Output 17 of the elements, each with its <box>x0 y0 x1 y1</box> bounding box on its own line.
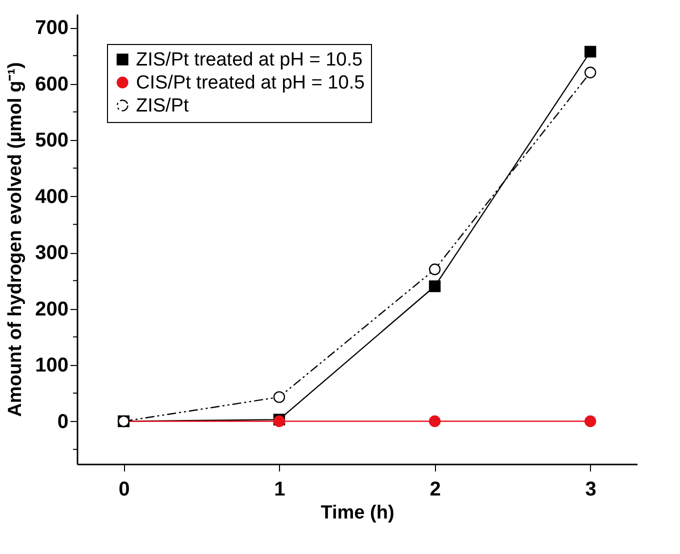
y-tick-label: 300 <box>35 242 68 264</box>
y-tick-label: 200 <box>35 298 68 320</box>
legend-label: ZIS/Pt treated at pH = 10.5 <box>136 50 363 70</box>
x-tick-label: 3 <box>585 478 596 500</box>
y-tick-label: 600 <box>35 73 68 96</box>
x-axis-title: Time (h) <box>320 502 394 524</box>
legend-label: ZIS/Pt <box>136 96 190 116</box>
y-tick-label: 700 <box>35 17 68 39</box>
y-tick-label: 0 <box>57 410 68 433</box>
x-tick-label: 1 <box>274 478 286 500</box>
y-axis-title: Amount of hydrogen evolved (µmol g⁻¹) <box>5 62 26 417</box>
y-tick-label: 100 <box>35 354 68 376</box>
y-tick-label: 500 <box>35 130 68 152</box>
x-tick-label: 2 <box>430 478 441 500</box>
x-tick-label: 0 <box>118 478 130 500</box>
legend-label: CIS/Pt treated at pH = 10.5 <box>136 72 365 94</box>
y-tick-label: 400 <box>35 186 68 208</box>
